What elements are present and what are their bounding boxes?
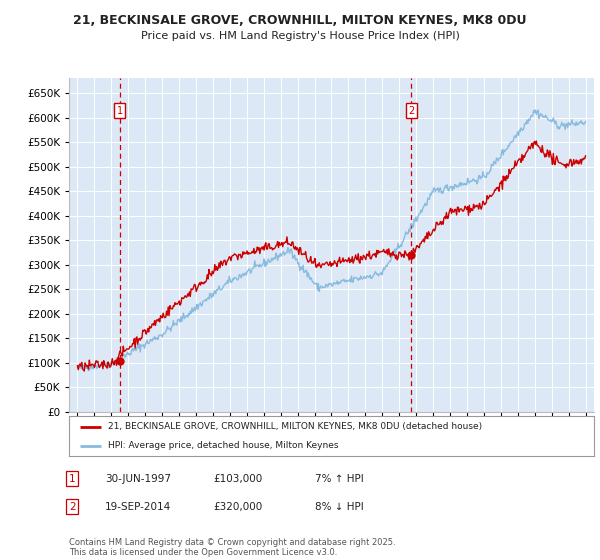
Text: 1: 1 [69, 474, 76, 484]
Text: 19-SEP-2014: 19-SEP-2014 [105, 502, 171, 512]
Text: 2: 2 [69, 502, 76, 512]
Text: 30-JUN-1997: 30-JUN-1997 [105, 474, 171, 484]
Text: 1: 1 [117, 106, 123, 115]
Text: Price paid vs. HM Land Registry's House Price Index (HPI): Price paid vs. HM Land Registry's House … [140, 31, 460, 41]
Text: £103,000: £103,000 [213, 474, 262, 484]
Text: HPI: Average price, detached house, Milton Keynes: HPI: Average price, detached house, Milt… [109, 441, 339, 450]
Text: 21, BECKINSALE GROVE, CROWNHILL, MILTON KEYNES, MK8 0DU: 21, BECKINSALE GROVE, CROWNHILL, MILTON … [73, 14, 527, 27]
Text: 2: 2 [409, 106, 415, 115]
Text: 8% ↓ HPI: 8% ↓ HPI [315, 502, 364, 512]
Text: Contains HM Land Registry data © Crown copyright and database right 2025.
This d: Contains HM Land Registry data © Crown c… [69, 538, 395, 557]
Text: £320,000: £320,000 [213, 502, 262, 512]
Text: 21, BECKINSALE GROVE, CROWNHILL, MILTON KEYNES, MK8 0DU (detached house): 21, BECKINSALE GROVE, CROWNHILL, MILTON … [109, 422, 482, 431]
Text: 7% ↑ HPI: 7% ↑ HPI [315, 474, 364, 484]
